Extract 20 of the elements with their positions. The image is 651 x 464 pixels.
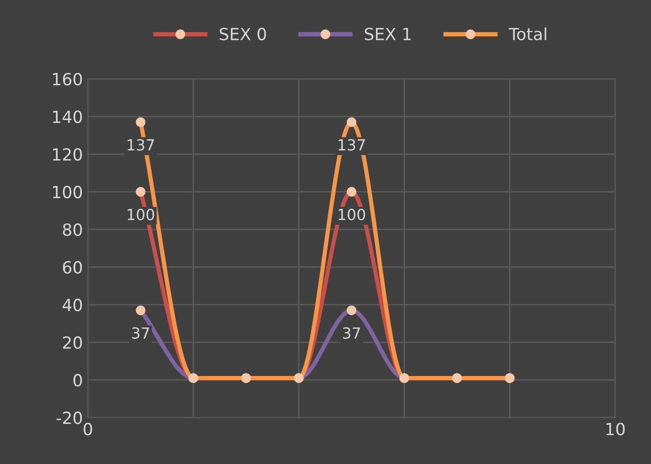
data-label: 137 — [128, 139, 154, 151]
y-tick-label: 100 — [53, 186, 82, 198]
y-tick-label: 160 — [53, 72, 82, 86]
data-label: 100 — [128, 208, 154, 220]
x-tick-label: 10 — [606, 422, 625, 436]
y-tick-label: 40 — [62, 298, 82, 312]
data-label: 37 — [132, 327, 150, 339]
legend-label: Total — [508, 27, 546, 40]
legend-label: SEX 0 — [220, 28, 266, 40]
legend-label: SEX 1 — [364, 28, 411, 40]
data-label: 100 — [338, 208, 366, 220]
y-tick-label: 20 — [63, 336, 82, 349]
y-tick-label: 60 — [62, 261, 82, 274]
data-label: 137 — [338, 139, 365, 151]
y-tick-label: 140 — [53, 110, 82, 124]
data-label: 37 — [342, 327, 360, 339]
y-tick-label: -20 — [56, 412, 82, 424]
y-tick-label: 0 — [74, 374, 82, 387]
y-tick-label: 80 — [62, 223, 82, 236]
y-tick-label: 120 — [53, 148, 82, 161]
